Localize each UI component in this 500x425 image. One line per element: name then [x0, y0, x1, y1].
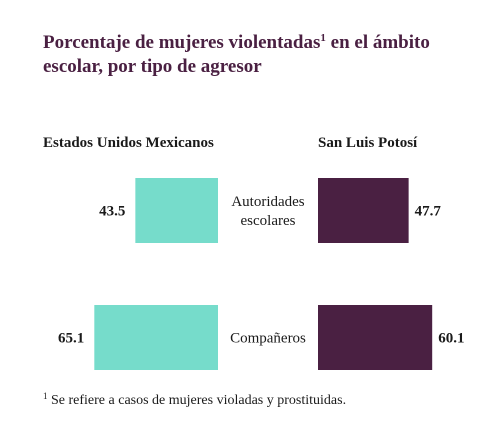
title-footnote-mark: 1	[320, 32, 326, 44]
series-header-left: Estados Unidos Mexicanos	[43, 135, 214, 151]
bar-right-0	[318, 178, 409, 243]
series-header-right: San Luis Potosí	[318, 135, 418, 151]
footnote-mark: 1	[43, 391, 48, 401]
title-line2: escolar, por tipo de agresor	[43, 56, 262, 77]
value-label-right-0: 47.7	[415, 204, 442, 220]
bar-left-0	[135, 178, 218, 243]
footnote-text: Se refiere a casos de mujeres violadas y…	[47, 393, 347, 408]
value-label-right-1: 60.1	[438, 331, 464, 347]
category-label-0-line-0: Autoridades	[231, 194, 304, 210]
chart-title: Porcentaje de mujeres violentadas1 en el…	[43, 26, 473, 79]
footnote: 1 Se refiere a casos de mujeres violadas…	[43, 391, 346, 409]
bar-left-1	[94, 305, 218, 370]
title-line1-prefix: Porcentaje de mujeres violentadas	[43, 32, 321, 53]
bar-right-1	[318, 305, 433, 370]
value-label-left-1: 65.1	[58, 331, 84, 347]
value-label-left-0: 43.5	[99, 204, 125, 220]
category-label-1-line-0: Compañeros	[230, 331, 306, 347]
title-line1-suffix: en el ámbito	[325, 32, 430, 53]
category-label-0-line-1: escolares	[241, 213, 296, 229]
